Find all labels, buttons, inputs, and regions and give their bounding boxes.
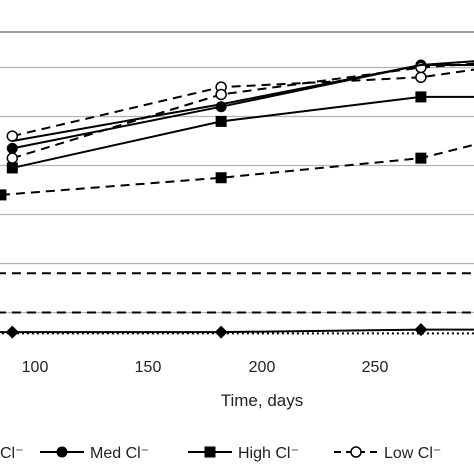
series-6-point-2 bbox=[415, 152, 427, 164]
legend-label-3: Low Cl⁻ bbox=[384, 445, 441, 462]
legend-item-1: Med Cl⁻ bbox=[40, 445, 149, 462]
series-1-point-0 bbox=[6, 142, 18, 154]
legend-label-2: High Cl⁻ bbox=[238, 445, 299, 462]
series-2-point-1 bbox=[215, 115, 227, 127]
x-axis: 100 150 200 250 Time, days bbox=[22, 359, 389, 410]
series-6-line bbox=[0, 143, 474, 196]
series-5-line bbox=[12, 60, 474, 142]
series-layer bbox=[0, 59, 474, 339]
series-6-point-1 bbox=[215, 172, 227, 184]
series-3 bbox=[6, 68, 474, 142]
legend-item-0: Cl⁻ bbox=[0, 445, 24, 462]
series-2-point-2 bbox=[415, 91, 427, 103]
series-2-point-0 bbox=[6, 162, 18, 174]
series-4-point-1 bbox=[215, 88, 227, 101]
legend-marker-3 bbox=[350, 446, 362, 458]
legend-item-3: Low Cl⁻ bbox=[334, 445, 441, 462]
x-tick-label-100: 100 bbox=[22, 359, 49, 376]
series-0-point-1 bbox=[5, 325, 19, 339]
legend-item-2: High Cl⁻ bbox=[188, 445, 299, 462]
legend-label-0: Cl⁻ bbox=[0, 445, 24, 462]
series-3-point-2 bbox=[415, 71, 427, 84]
series-0-point-2 bbox=[214, 325, 228, 339]
legend-marker-2 bbox=[204, 446, 216, 458]
series-2 bbox=[6, 91, 474, 174]
legend: Cl⁻ Med Cl⁻ High Cl⁻ Low Cl⁻ bbox=[0, 445, 441, 462]
series-5 bbox=[12, 60, 474, 142]
series-2-line bbox=[12, 95, 474, 169]
series-3-point-0 bbox=[6, 130, 19, 142]
legend-marker-1 bbox=[56, 446, 68, 458]
series-0 bbox=[0, 323, 474, 339]
x-tick-label-150: 150 bbox=[135, 359, 162, 376]
x-tick-label-200: 200 bbox=[249, 359, 276, 376]
x-tick-label-250: 250 bbox=[362, 359, 389, 376]
x-axis-title: Time, days bbox=[221, 391, 304, 410]
series-3-line bbox=[12, 68, 474, 138]
series-4-point-0 bbox=[6, 152, 19, 164]
series-6-point-0 bbox=[0, 189, 7, 201]
legend-label-1: Med Cl⁻ bbox=[90, 445, 149, 462]
series-4-line bbox=[12, 62, 474, 160]
series-6 bbox=[0, 143, 474, 201]
